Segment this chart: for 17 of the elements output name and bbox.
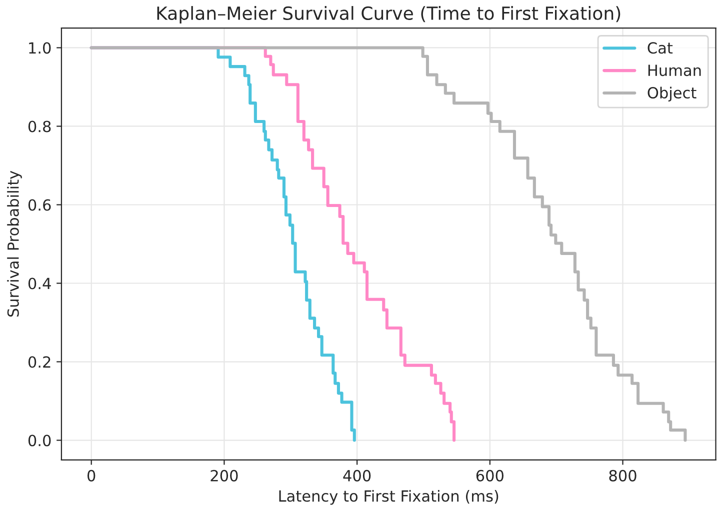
legend-label: Object <box>648 86 696 102</box>
x-tick-label: 600 <box>476 470 504 482</box>
legend-label: Cat <box>648 42 673 54</box>
y-axis-title: Survival Probability <box>7 170 22 317</box>
x-tick-label: 200 <box>210 470 238 482</box>
x-tick-label: 400 <box>343 470 371 482</box>
y-tick-label: 0.8 <box>28 120 51 132</box>
y-tick-label: 1.0 <box>29 42 51 54</box>
x-axis-title: Latency to First Fixation (ms) <box>279 490 498 505</box>
x-tick-label: 800 <box>609 470 636 482</box>
legend-label: Human <box>648 64 701 76</box>
chart-title: Kaplan–Meier Survival Curve (Time to First Fixation) <box>157 6 620 24</box>
y-tick-label: 0.2 <box>28 356 50 368</box>
y-tick-label: 0.6 <box>28 199 51 211</box>
x-tick-label: 0 <box>87 470 96 482</box>
y-tick-label: 0.0 <box>28 434 51 446</box>
y-tick-label: 0.4 <box>28 278 51 290</box>
